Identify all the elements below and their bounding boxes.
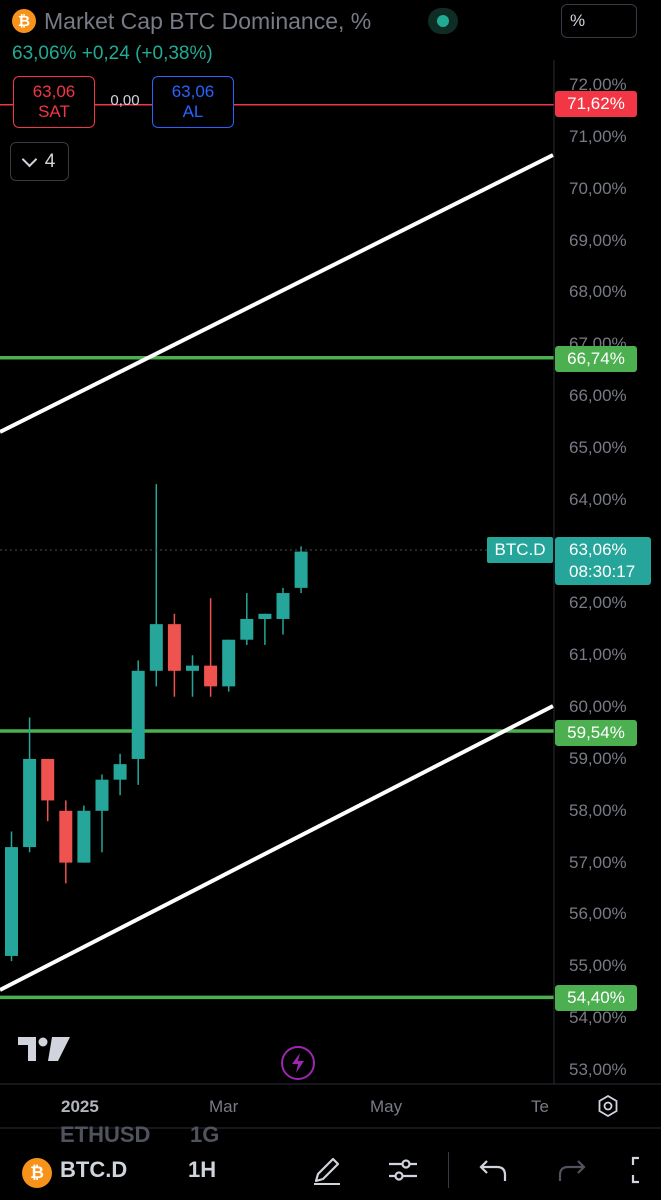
bottom-toolbar bbox=[0, 1148, 661, 1200]
price-tick: 70,00% bbox=[569, 178, 627, 198]
indicators-count: 4 bbox=[44, 150, 56, 172]
candle[interactable] bbox=[222, 639, 236, 692]
candle-body bbox=[204, 665, 218, 687]
toolbar-divider bbox=[448, 1152, 449, 1188]
gear-icon[interactable] bbox=[596, 1094, 620, 1118]
symbol-picker-ghost: ETHUSD bbox=[60, 1122, 151, 1147]
price-tick: 57,00% bbox=[569, 852, 627, 872]
price-tick: 69,00% bbox=[569, 230, 627, 250]
bitcoin-icon: ₿ bbox=[12, 9, 36, 33]
sell-button[interactable]: 63,06 SAT bbox=[13, 76, 95, 128]
candle-body bbox=[276, 593, 290, 619]
line-price-label-top[interactable]: 66,74% bbox=[555, 346, 637, 372]
interval-button[interactable]: 1H bbox=[188, 1157, 217, 1182]
candle[interactable] bbox=[5, 831, 18, 962]
candle[interactable] bbox=[95, 774, 109, 853]
price-tick: 58,00% bbox=[569, 800, 627, 820]
symbol-price-tag: BTC.D bbox=[487, 537, 553, 563]
time-tick-may: May bbox=[370, 1097, 403, 1116]
candle[interactable] bbox=[167, 613, 181, 697]
buy-button[interactable]: 63,06 AL bbox=[152, 76, 234, 128]
candle[interactable] bbox=[240, 593, 254, 645]
buy-price: 63,06 bbox=[171, 82, 215, 101]
time-tick-mar: Mar bbox=[209, 1097, 239, 1116]
candle-body bbox=[59, 810, 73, 863]
candle-body bbox=[23, 758, 37, 848]
price-change-readout: 63,06% +0,24 (+0,38%) bbox=[12, 43, 213, 64]
lower-trend-line[interactable] bbox=[0, 704, 554, 992]
tradingview-logo-icon[interactable] bbox=[18, 1035, 70, 1063]
candle-body bbox=[113, 764, 127, 780]
price-tick: 61,00% bbox=[569, 645, 627, 665]
price-tick: 60,00% bbox=[569, 697, 627, 717]
chevron-down-icon bbox=[21, 151, 37, 167]
candle[interactable] bbox=[59, 800, 73, 884]
time-tick-2025: 2025 bbox=[61, 1097, 99, 1116]
price-tick: 68,00% bbox=[569, 282, 627, 302]
spread-value: 0,00 bbox=[110, 92, 140, 109]
interval-picker-ghost: 1G bbox=[190, 1122, 220, 1147]
current-price-label: 63,06% 08:30:17 bbox=[555, 537, 651, 585]
price-tick: 59,00% bbox=[569, 748, 627, 768]
bitcoin-icon: ₿ bbox=[22, 1158, 52, 1188]
candle-body bbox=[258, 613, 272, 619]
pencil-icon[interactable] bbox=[310, 1153, 344, 1187]
candle[interactable] bbox=[294, 546, 308, 594]
symbol-button[interactable]: BTC.D bbox=[60, 1157, 128, 1182]
candle-body bbox=[294, 551, 308, 588]
undo-icon[interactable] bbox=[477, 1153, 511, 1187]
price-tick: 56,00% bbox=[569, 904, 627, 924]
fullscreen-icon[interactable] bbox=[627, 1153, 661, 1187]
redo-icon[interactable] bbox=[554, 1153, 588, 1187]
buy-label: AL bbox=[182, 102, 204, 121]
bar-countdown: 08:30:17 bbox=[569, 562, 636, 581]
line-price-label-bottom[interactable]: 54,40% bbox=[555, 985, 637, 1011]
candle-body bbox=[41, 758, 55, 801]
candle[interactable] bbox=[77, 805, 91, 863]
candle[interactable] bbox=[186, 655, 199, 697]
candle[interactable] bbox=[23, 717, 37, 853]
candle[interactable] bbox=[204, 598, 218, 697]
price-tick: 55,00% bbox=[569, 956, 627, 976]
current-price: 63,06% bbox=[569, 540, 627, 559]
candle-body bbox=[240, 618, 254, 640]
candle-body bbox=[167, 624, 181, 671]
sliders-icon[interactable] bbox=[386, 1153, 420, 1187]
price-tick: 65,00% bbox=[569, 437, 627, 457]
candle-body bbox=[131, 670, 145, 759]
candle-body bbox=[5, 847, 18, 956]
sell-label: SAT bbox=[38, 102, 70, 121]
price-tick: 54,00% bbox=[569, 1008, 627, 1028]
chart-title: Market Cap BTC Dominance, % bbox=[44, 7, 372, 34]
candle[interactable] bbox=[131, 660, 145, 785]
lightning-icon[interactable] bbox=[281, 1046, 315, 1080]
upper-trend-line[interactable] bbox=[0, 153, 554, 434]
scale-percent-button[interactable]: % bbox=[561, 4, 637, 38]
alert-price-label[interactable]: 71,62% bbox=[555, 91, 637, 117]
price-tick: 72,00% bbox=[569, 75, 627, 94]
candle-body bbox=[149, 624, 163, 671]
price-tick: 71,00% bbox=[569, 126, 627, 146]
candle[interactable] bbox=[41, 758, 55, 822]
sell-price: 63,06 bbox=[32, 82, 76, 101]
candle[interactable] bbox=[113, 753, 127, 796]
indicators-toggle-button[interactable]: 4 bbox=[10, 142, 69, 181]
candle-body bbox=[77, 810, 91, 863]
candle[interactable] bbox=[276, 587, 290, 635]
chart-legend[interactable]: ₿ Market Cap BTC Dominance, % bbox=[12, 6, 371, 36]
market-status-icon[interactable] bbox=[428, 8, 458, 34]
candle-body bbox=[186, 665, 199, 671]
candle[interactable] bbox=[149, 484, 163, 687]
time-tick-next: Te bbox=[531, 1097, 549, 1116]
price-tick: 62,00% bbox=[569, 593, 627, 613]
candle-body bbox=[95, 779, 109, 811]
line-price-label-mid[interactable]: 59,54% bbox=[555, 720, 637, 746]
candle[interactable] bbox=[258, 613, 272, 645]
price-tick: 66,00% bbox=[569, 386, 627, 406]
price-tick: 53,00% bbox=[569, 1060, 627, 1079]
candle-body bbox=[222, 639, 236, 687]
price-tick: 64,00% bbox=[569, 489, 627, 509]
